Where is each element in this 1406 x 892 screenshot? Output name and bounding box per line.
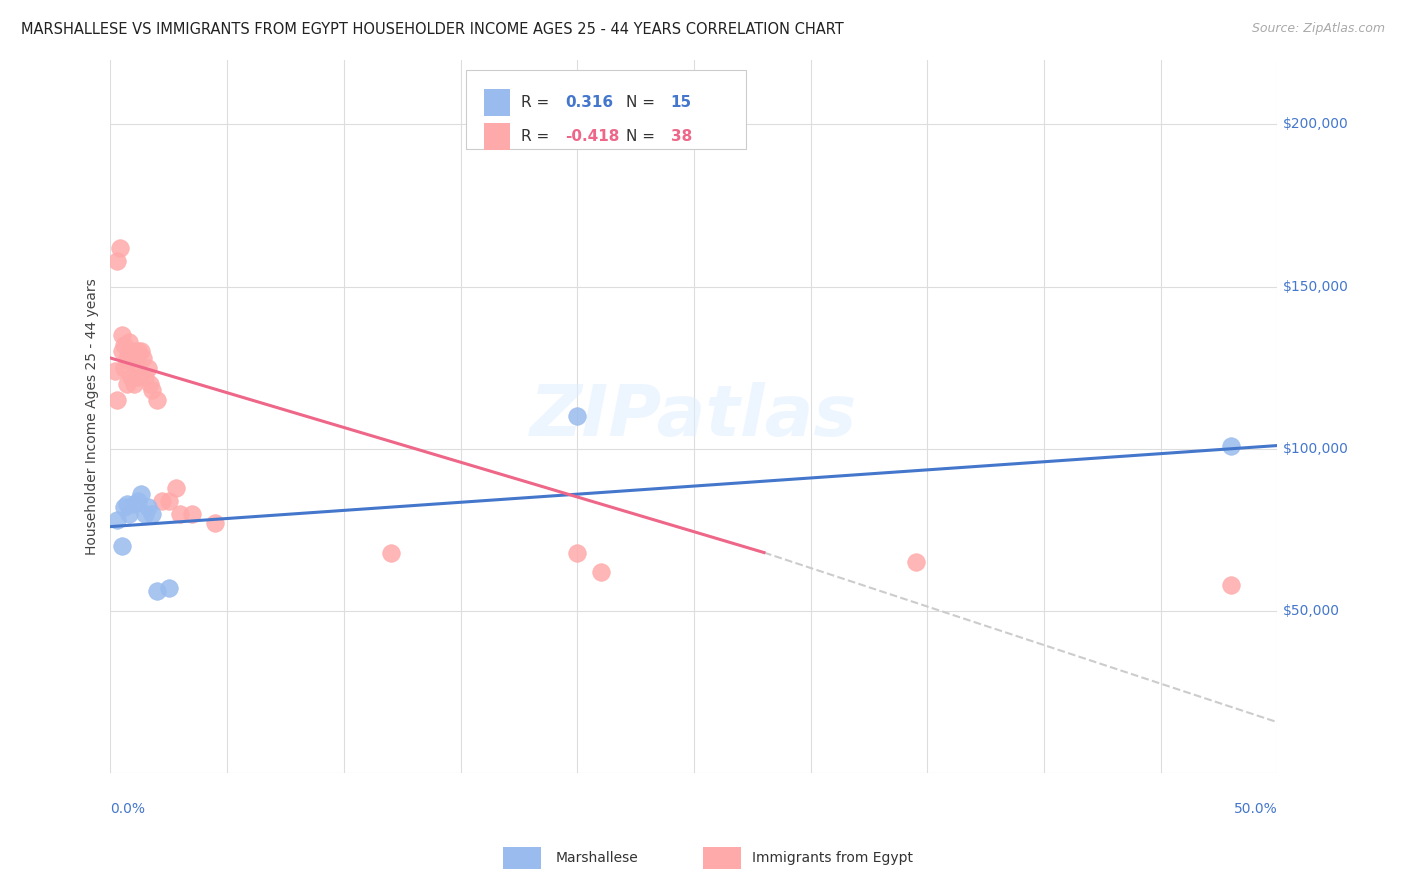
- Point: [125, 358, 148, 372]
- Point: [122, 497, 145, 511]
- Point: [107, 393, 129, 408]
- Point: [150, 493, 173, 508]
- Text: R =: R =: [522, 95, 554, 110]
- Point: [118, 507, 141, 521]
- Point: [127, 493, 149, 508]
- Point: [108, 241, 131, 255]
- Point: [146, 584, 169, 599]
- Point: [111, 344, 134, 359]
- Point: [136, 500, 159, 515]
- Text: Source: ZipAtlas.com: Source: ZipAtlas.com: [1251, 22, 1385, 36]
- Point: [134, 370, 156, 384]
- Text: $50,000: $50,000: [1284, 604, 1340, 618]
- Text: 0.0%: 0.0%: [111, 802, 145, 815]
- Point: [118, 334, 141, 349]
- Text: $150,000: $150,000: [1284, 279, 1350, 293]
- Point: [107, 513, 129, 527]
- Text: 38: 38: [671, 129, 692, 145]
- Point: [204, 516, 226, 531]
- Point: [112, 360, 135, 375]
- Point: [115, 351, 138, 365]
- FancyBboxPatch shape: [484, 89, 509, 116]
- Point: [380, 545, 402, 559]
- Point: [1219, 438, 1241, 452]
- Point: [104, 364, 127, 378]
- Point: [111, 328, 134, 343]
- Point: [118, 354, 141, 368]
- Point: [125, 351, 148, 365]
- Y-axis label: Householder Income Ages 25 - 44 years: Householder Income Ages 25 - 44 years: [86, 278, 100, 555]
- FancyBboxPatch shape: [467, 70, 747, 149]
- Text: MARSHALLESE VS IMMIGRANTS FROM EGYPT HOUSEHOLDER INCOME AGES 25 - 44 YEARS CORRE: MARSHALLESE VS IMMIGRANTS FROM EGYPT HOU…: [21, 22, 844, 37]
- Point: [139, 376, 162, 391]
- FancyBboxPatch shape: [484, 123, 509, 150]
- Point: [112, 500, 135, 515]
- Point: [129, 487, 152, 501]
- Point: [134, 507, 156, 521]
- Point: [111, 539, 134, 553]
- Text: N =: N =: [626, 129, 661, 145]
- Point: [127, 344, 149, 359]
- Point: [181, 507, 204, 521]
- Point: [112, 338, 135, 352]
- Point: [136, 360, 159, 375]
- Point: [904, 555, 927, 569]
- Point: [157, 581, 180, 595]
- Point: [122, 376, 145, 391]
- Point: [169, 507, 191, 521]
- Point: [132, 351, 155, 365]
- Text: 15: 15: [671, 95, 692, 110]
- Point: [120, 370, 142, 384]
- Point: [122, 344, 145, 359]
- Point: [115, 376, 138, 391]
- Point: [567, 409, 589, 424]
- Text: $200,000: $200,000: [1284, 118, 1350, 131]
- Text: $100,000: $100,000: [1284, 442, 1350, 456]
- Point: [107, 253, 129, 268]
- Text: Marshallese: Marshallese: [555, 851, 638, 865]
- Point: [165, 481, 187, 495]
- Text: -0.418: -0.418: [565, 129, 620, 145]
- Point: [589, 565, 612, 579]
- Text: N =: N =: [626, 95, 661, 110]
- Point: [115, 497, 138, 511]
- Text: 50.0%: 50.0%: [1233, 802, 1278, 815]
- Point: [127, 370, 149, 384]
- Text: Immigrants from Egypt: Immigrants from Egypt: [752, 851, 914, 865]
- Text: 0.316: 0.316: [565, 95, 613, 110]
- Point: [120, 351, 142, 365]
- Point: [146, 393, 169, 408]
- Text: R =: R =: [522, 129, 554, 145]
- Point: [141, 384, 163, 398]
- Point: [567, 545, 589, 559]
- Point: [129, 344, 152, 359]
- Point: [141, 507, 163, 521]
- Point: [1219, 578, 1241, 592]
- Point: [157, 493, 180, 508]
- Text: ZIPatlas: ZIPatlas: [530, 382, 858, 450]
